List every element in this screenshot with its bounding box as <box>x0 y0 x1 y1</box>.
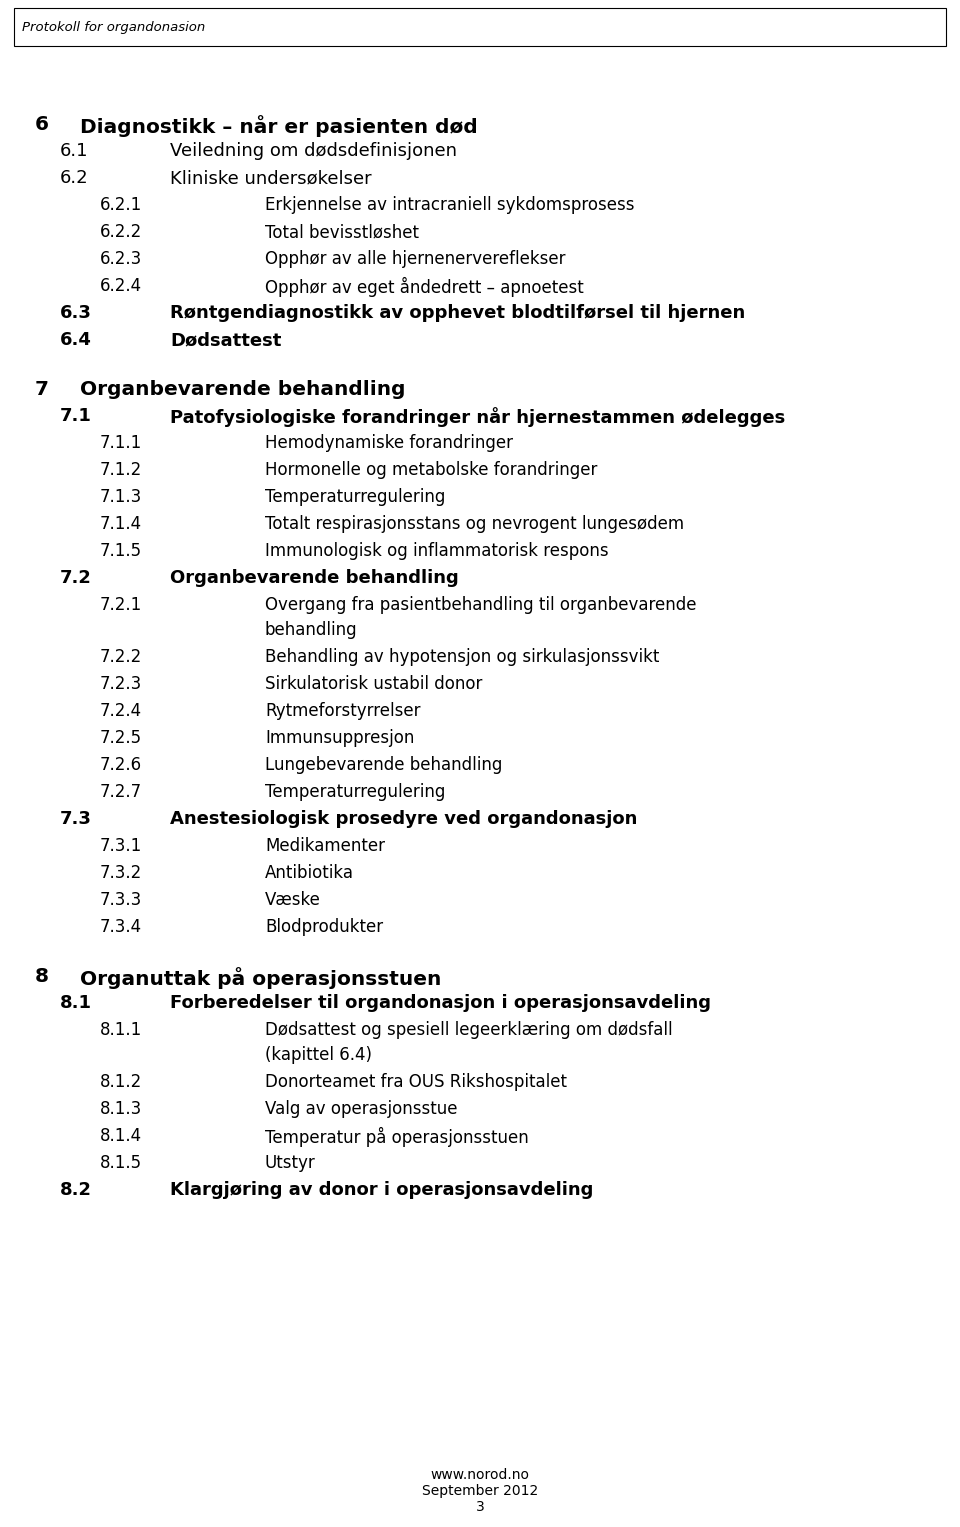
Text: behandling: behandling <box>265 621 358 638</box>
Text: Medikamenter: Medikamenter <box>265 837 385 855</box>
Text: 7.2.6: 7.2.6 <box>100 756 142 774</box>
Text: Væske: Væske <box>265 890 321 909</box>
Text: 8.1.2: 8.1.2 <box>100 1072 142 1090</box>
Text: 8.1: 8.1 <box>60 994 92 1012</box>
Text: Organuttak på operasjonsstuen: Organuttak på operasjonsstuen <box>80 967 442 989</box>
Text: 7: 7 <box>35 380 49 399</box>
Text: Patofysiologiske forandringer når hjernestammen ødelegges: Patofysiologiske forandringer når hjerne… <box>170 408 785 428</box>
Text: 7.2.5: 7.2.5 <box>100 728 142 747</box>
Text: Klargjøring av donor i operasjonsavdeling: Klargjøring av donor i operasjonsavdelin… <box>170 1180 593 1199</box>
Text: Temperaturregulering: Temperaturregulering <box>265 489 445 505</box>
Text: 7.1.1: 7.1.1 <box>100 434 142 452</box>
Text: 8.1.5: 8.1.5 <box>100 1154 142 1171</box>
Text: Total bevisstløshet: Total bevisstløshet <box>265 223 419 241</box>
Text: Røntgendiagnostikk av opphevet blodtilførsel til hjernen: Røntgendiagnostikk av opphevet blodtilfø… <box>170 304 745 322</box>
Text: 7.2.7: 7.2.7 <box>100 783 142 800</box>
Text: 8: 8 <box>35 967 49 986</box>
Text: Antibiotika: Antibiotika <box>265 864 354 881</box>
Text: www.norod.no: www.norod.no <box>430 1467 530 1483</box>
Text: 7.1.5: 7.1.5 <box>100 542 142 560</box>
Text: 7.1.3: 7.1.3 <box>100 489 142 505</box>
Text: 7.2.2: 7.2.2 <box>100 647 142 666</box>
Text: Lungebevarende behandling: Lungebevarende behandling <box>265 756 502 774</box>
Text: Kliniske undersøkelser: Kliniske undersøkelser <box>170 169 372 186</box>
Text: 7.2.1: 7.2.1 <box>100 596 142 614</box>
Text: 6.1: 6.1 <box>60 142 88 160</box>
Text: Temperatur på operasjonsstuen: Temperatur på operasjonsstuen <box>265 1127 529 1147</box>
Text: Protokoll for organdonasion: Protokoll for organdonasion <box>22 20 205 34</box>
Text: Valg av operasjonsstue: Valg av operasjonsstue <box>265 1099 458 1118</box>
Text: Dødsattest og spesiell legeerklæring om dødsfall: Dødsattest og spesiell legeerklæring om … <box>265 1022 673 1038</box>
Text: Opphør av alle hjernenervereflekser: Opphør av alle hjernenervereflekser <box>265 250 565 269</box>
Text: 6.3: 6.3 <box>60 304 92 322</box>
Text: 8.1.3: 8.1.3 <box>100 1099 142 1118</box>
Text: 7.2: 7.2 <box>60 570 92 586</box>
Text: 6.2.2: 6.2.2 <box>100 223 142 241</box>
Text: 6.2.3: 6.2.3 <box>100 250 142 269</box>
Text: 7.3.1: 7.3.1 <box>100 837 142 855</box>
Bar <box>14 8 946 46</box>
Text: Hormonelle og metabolske forandringer: Hormonelle og metabolske forandringer <box>265 461 597 479</box>
Text: Totalt respirasjonsstans og nevrogent lungesødem: Totalt respirasjonsstans og nevrogent lu… <box>265 515 684 533</box>
Text: 7.1.4: 7.1.4 <box>100 515 142 533</box>
Text: 6: 6 <box>35 115 49 134</box>
Text: 7.3.3: 7.3.3 <box>100 890 142 909</box>
Text: Opphør av eget åndedrett – apnoetest: Opphør av eget åndedrett – apnoetest <box>265 276 584 298</box>
Text: 6.4: 6.4 <box>60 331 92 350</box>
Text: Sirkulatorisk ustabil donor: Sirkulatorisk ustabil donor <box>265 675 482 693</box>
Text: Utstyr: Utstyr <box>265 1154 316 1171</box>
Text: 8.1.4: 8.1.4 <box>100 1127 142 1145</box>
Text: Temperaturregulering: Temperaturregulering <box>265 783 445 800</box>
Text: Behandling av hypotensjon og sirkulasjonssvikt: Behandling av hypotensjon og sirkulasjon… <box>265 647 660 666</box>
Text: 7.3: 7.3 <box>60 809 92 828</box>
Text: 6.2: 6.2 <box>60 169 88 186</box>
Text: Immunologisk og inflammatorisk respons: Immunologisk og inflammatorisk respons <box>265 542 609 560</box>
Text: Dødsattest: Dødsattest <box>170 331 281 350</box>
Text: Organbevarende behandling: Organbevarende behandling <box>170 570 459 586</box>
Text: 8.2: 8.2 <box>60 1180 92 1199</box>
Text: Erkjennelse av intracraniell sykdomsprosess: Erkjennelse av intracraniell sykdomspros… <box>265 195 635 214</box>
Text: 7.1.2: 7.1.2 <box>100 461 142 479</box>
Text: 7.2.3: 7.2.3 <box>100 675 142 693</box>
Text: 7.3.2: 7.3.2 <box>100 864 142 881</box>
Text: Donorteamet fra OUS Rikshospitalet: Donorteamet fra OUS Rikshospitalet <box>265 1072 567 1090</box>
Text: Veiledning om dødsdefinisjonen: Veiledning om dødsdefinisjonen <box>170 142 457 160</box>
Text: 3: 3 <box>475 1500 485 1513</box>
Text: Rytmeforstyrrelser: Rytmeforstyrrelser <box>265 702 420 719</box>
Text: 6.2.1: 6.2.1 <box>100 195 142 214</box>
Text: Hemodynamiske forandringer: Hemodynamiske forandringer <box>265 434 513 452</box>
Text: Immunsuppresjon: Immunsuppresjon <box>265 728 415 747</box>
Text: September 2012: September 2012 <box>421 1484 539 1498</box>
Text: Blodprodukter: Blodprodukter <box>265 918 383 936</box>
Text: Forberedelser til organdonasjon i operasjonsavdeling: Forberedelser til organdonasjon i operas… <box>170 994 711 1012</box>
Text: 7.1: 7.1 <box>60 408 92 425</box>
Text: Organbevarende behandling: Organbevarende behandling <box>80 380 405 399</box>
Text: 7.3.4: 7.3.4 <box>100 918 142 936</box>
Text: 6.2.4: 6.2.4 <box>100 276 142 295</box>
Text: (kapittel 6.4): (kapittel 6.4) <box>265 1046 372 1064</box>
Text: 7.2.4: 7.2.4 <box>100 702 142 719</box>
Text: Anestesiologisk prosedyre ved organdonasjon: Anestesiologisk prosedyre ved organdonas… <box>170 809 637 828</box>
Text: Diagnostikk – når er pasienten død: Diagnostikk – når er pasienten død <box>80 115 478 137</box>
Text: 8.1.1: 8.1.1 <box>100 1022 142 1038</box>
Text: Overgang fra pasientbehandling til organbevarende: Overgang fra pasientbehandling til organ… <box>265 596 697 614</box>
